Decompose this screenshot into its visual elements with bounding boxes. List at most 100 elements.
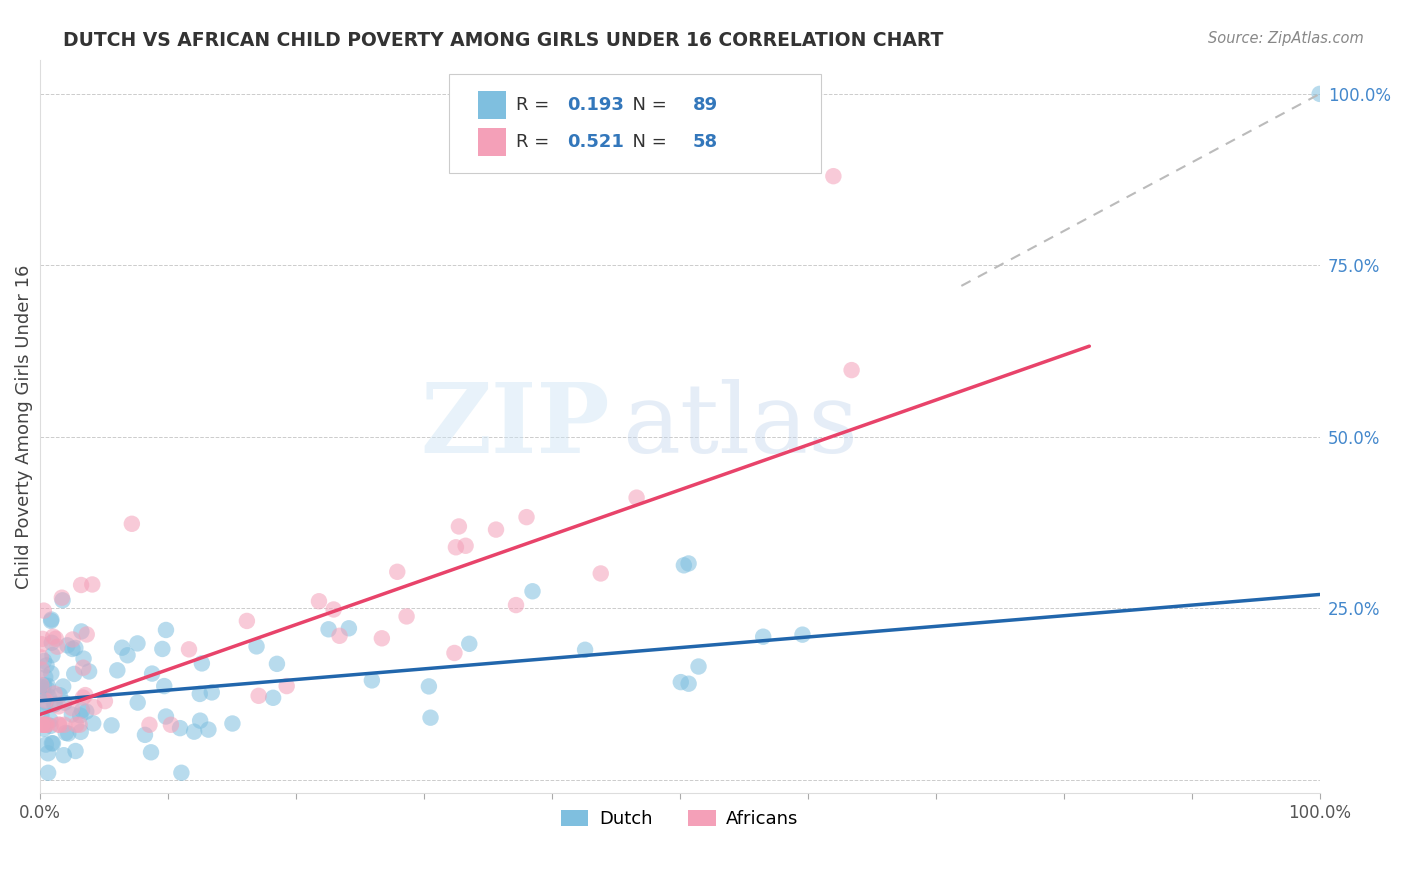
Point [76,627,98,641]
Point [31,680,53,694]
Point [45,632,67,646]
Point [35,658,58,673]
Point [574,642,596,657]
Point [75,688,97,702]
Point [792,627,814,641]
Point [52,680,75,694]
Point [485,523,508,537]
Point [669,675,692,690]
Point [69,708,91,723]
Point [70,624,93,639]
Point [155,709,177,723]
Point [688,659,710,673]
Point [418,680,440,694]
Point [522,584,544,599]
Point [53,696,76,710]
Point [69,718,91,732]
Point [60,701,83,715]
Point [37,765,59,780]
Point [75,705,97,719]
Point [141,666,163,681]
Point [170,765,193,780]
Point [589,566,612,581]
Text: 0.521: 0.521 [567,134,624,152]
Point [37,679,59,693]
Point [153,679,176,693]
Point [44,687,66,701]
Point [44,697,66,711]
Point [41,736,63,750]
Point [266,657,288,671]
Point [60,707,83,722]
Point [127,636,149,650]
Point [150,642,173,657]
Point [48,688,70,702]
Point [70,703,93,717]
Point [58,726,80,740]
Point [72,651,94,665]
Point [236,614,259,628]
Point [515,510,537,524]
Text: Source: ZipAtlas.com: Source: ZipAtlas.com [1208,31,1364,46]
Point [32,604,55,618]
Point [32,686,55,700]
Point [127,696,149,710]
Point [371,632,394,646]
Point [197,723,219,737]
Point [752,630,775,644]
Point [83,700,105,714]
Point [105,663,128,677]
Y-axis label: Child Poverty Among Girls Under 16: Child Poverty Among Girls Under 16 [15,264,32,589]
Point [823,169,845,184]
Point [322,602,344,616]
Point [39,719,62,733]
Point [65,640,87,655]
Point [626,491,648,505]
Point [31,707,53,722]
Point [672,558,695,573]
Point [221,716,243,731]
Point [53,718,76,732]
Bar [478,91,506,120]
Point [72,661,94,675]
Point [31,718,53,732]
Point [678,557,700,571]
Point [35,738,58,752]
Point [169,721,191,735]
Point [41,648,63,662]
Point [42,698,65,712]
Point [30,678,52,692]
Point [138,718,160,732]
Point [34,693,56,707]
Point [82,577,104,591]
Point [48,699,70,714]
Point [48,718,70,732]
Text: N =: N = [621,134,672,152]
Point [69,725,91,739]
Point [245,640,267,654]
FancyBboxPatch shape [450,74,821,173]
Point [34,698,56,713]
Point [1309,87,1331,101]
Bar [478,128,506,156]
Point [51,591,73,605]
Point [160,718,183,732]
Point [201,685,224,699]
Point [37,682,59,697]
Point [63,667,86,681]
Point [395,609,418,624]
Point [39,666,62,681]
Point [32,722,55,736]
Point [32,718,55,732]
Point [111,640,134,655]
Point [337,621,360,635]
Point [155,623,177,637]
Point [31,663,53,677]
Point [72,690,94,705]
Point [31,718,53,732]
Point [70,578,93,592]
Point [177,642,200,657]
Point [247,689,270,703]
Point [505,598,527,612]
Text: 89: 89 [693,96,717,114]
